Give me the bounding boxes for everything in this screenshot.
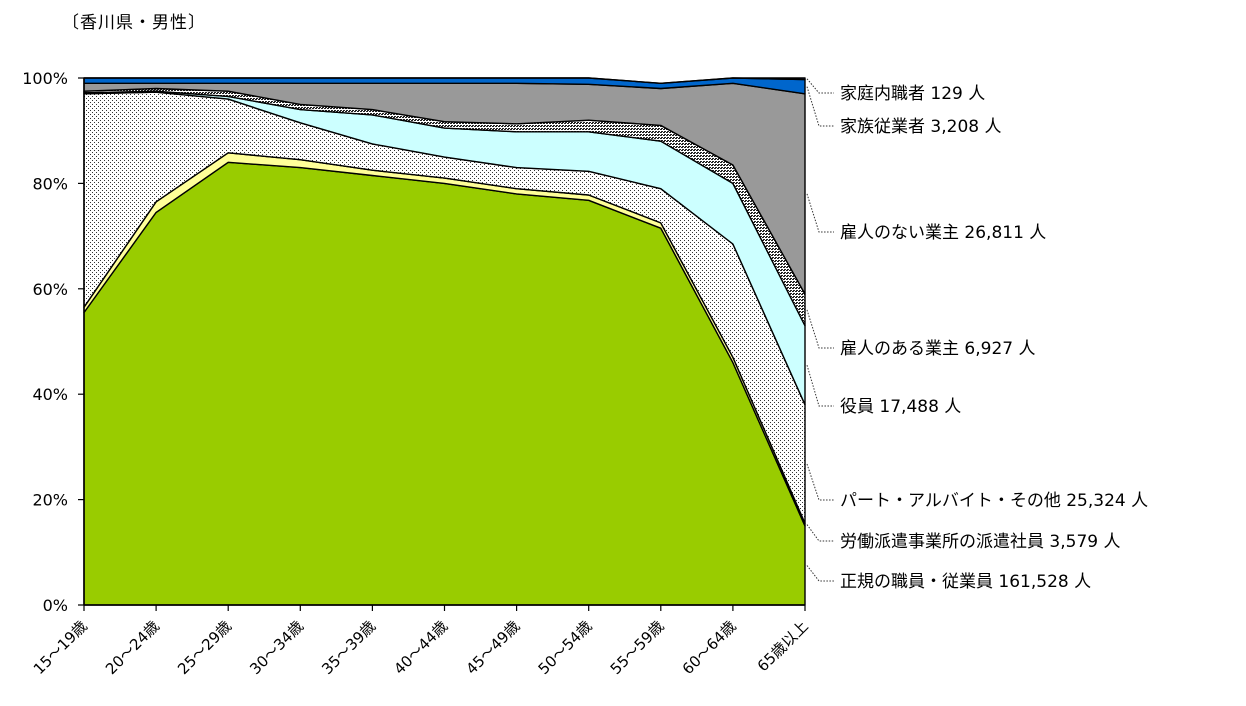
x-tick-label: 55～59歳 [607, 617, 668, 678]
area-series-7 [83, 77, 806, 84]
label-leader [806, 463, 834, 501]
label-leader [806, 309, 834, 349]
series-label: 家庭内職者 129 人 [840, 84, 985, 104]
x-tick-label: 35～39歳 [318, 617, 379, 678]
label-leader [806, 86, 834, 127]
label-leader [806, 524, 834, 542]
x-tick-label: 50～54歳 [535, 617, 596, 678]
x-tick-label: 30～34歳 [246, 617, 307, 678]
y-tick-label: 100% [22, 69, 68, 88]
series-label: 家族従業者 3,208 人 [840, 117, 1001, 137]
x-tick-label: 60～64歳 [679, 617, 740, 678]
y-tick-label: 20% [32, 491, 68, 510]
label-leader [806, 565, 834, 582]
series-label: 役員 17,488 人 [840, 397, 961, 417]
y-tick-label: 40% [32, 385, 68, 404]
series-label: 雇人のある業主 6,927 人 [840, 339, 1035, 359]
x-tick-label: 45～49歳 [462, 617, 523, 678]
label-leader [806, 78, 834, 94]
x-tick-label: 25～29歳 [174, 617, 235, 678]
x-tick-label: 40～44歳 [390, 617, 451, 678]
label-leader [806, 193, 834, 233]
series-label: パート・アルバイト・その他 25,324 人 [840, 491, 1148, 511]
chart-title: 〔香川県・男性〕 [62, 13, 206, 33]
y-tick-label: 60% [32, 280, 68, 299]
x-tick-label: 20～24歳 [102, 617, 163, 678]
y-tick-label: 0% [43, 596, 68, 615]
x-tick-label: 15～19歳 [30, 617, 91, 678]
y-tick-label: 80% [32, 174, 68, 193]
series-label: 正規の職員・従業員 161,528 人 [840, 572, 1091, 592]
chart-areas [83, 77, 806, 606]
series-label: 雇人のない業主 26,811 人 [840, 223, 1046, 243]
x-tick-label: 65歳以上 [754, 617, 812, 675]
label-leader [806, 365, 834, 407]
series-label: 労働派遣事業所の派遣社員 3,579 人 [840, 532, 1120, 552]
